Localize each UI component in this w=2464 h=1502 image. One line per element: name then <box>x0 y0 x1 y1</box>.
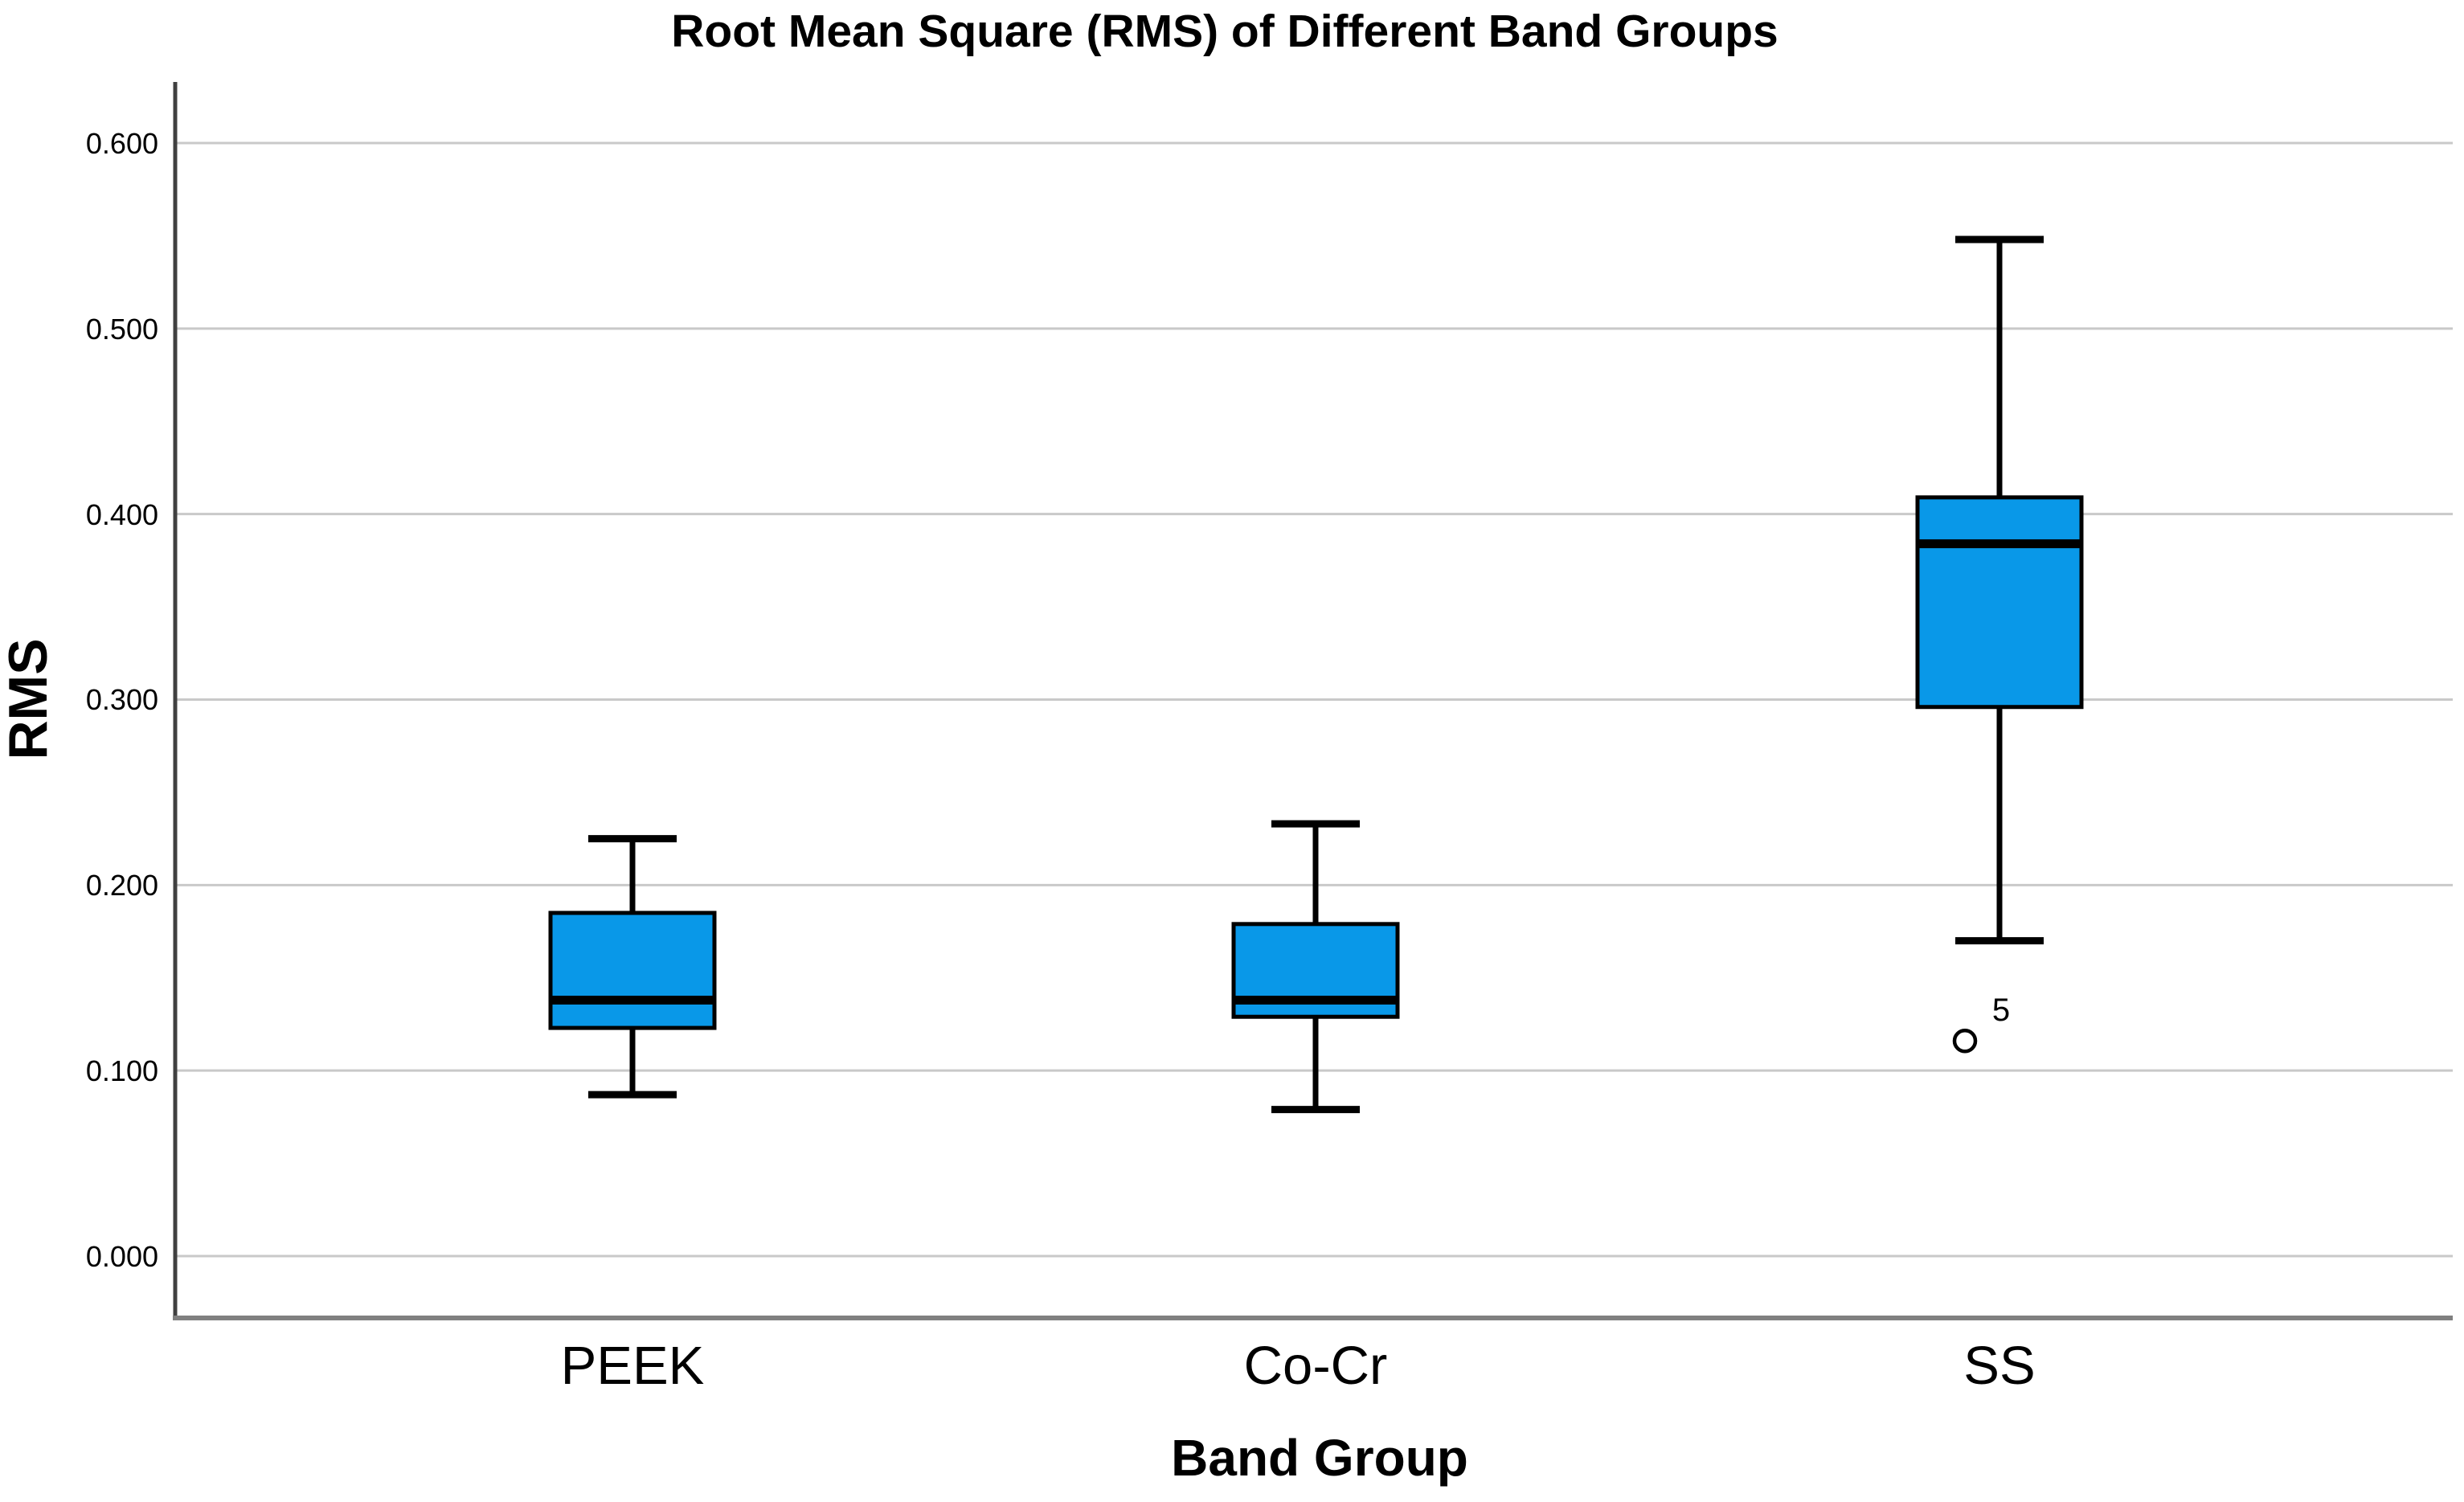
x-tick-labels: PEEK Co-Cr SS <box>561 1336 2036 1396</box>
x-tick-label-peek: PEEK <box>561 1336 705 1396</box>
outlier-label-SS: 5 <box>1992 992 2010 1028</box>
y-axis-title: RMS <box>0 638 59 759</box>
y-tick-label-0.600: 0.600 <box>86 127 158 160</box>
chart-title: Root Mean Square (RMS) of Different Band… <box>671 6 1778 57</box>
y-tick-label-0.300: 0.300 <box>86 683 158 716</box>
y-tick-label-0.200: 0.200 <box>86 869 158 902</box>
y-tick-label-0.400: 0.400 <box>86 498 158 531</box>
y-tick-label-0.100: 0.100 <box>86 1054 158 1087</box>
x-axis-title: Band Group <box>1171 1429 1468 1487</box>
outlier-point-SS <box>1952 1028 1978 1054</box>
x-tick-label-ss: SS <box>1963 1336 2035 1396</box>
plot-area: 5 <box>173 82 2453 1320</box>
x-tick-label-cocr: Co-Cr <box>1244 1336 1388 1396</box>
box-PEEK <box>548 911 717 1030</box>
y-tick-labels: 0.000 0.100 0.200 0.300 0.400 0.500 0.60… <box>86 127 158 1273</box>
y-tick-label-0.000: 0.000 <box>86 1240 158 1273</box>
y-tick-label-0.500: 0.500 <box>86 313 158 346</box>
box-SS <box>1915 495 2084 710</box>
